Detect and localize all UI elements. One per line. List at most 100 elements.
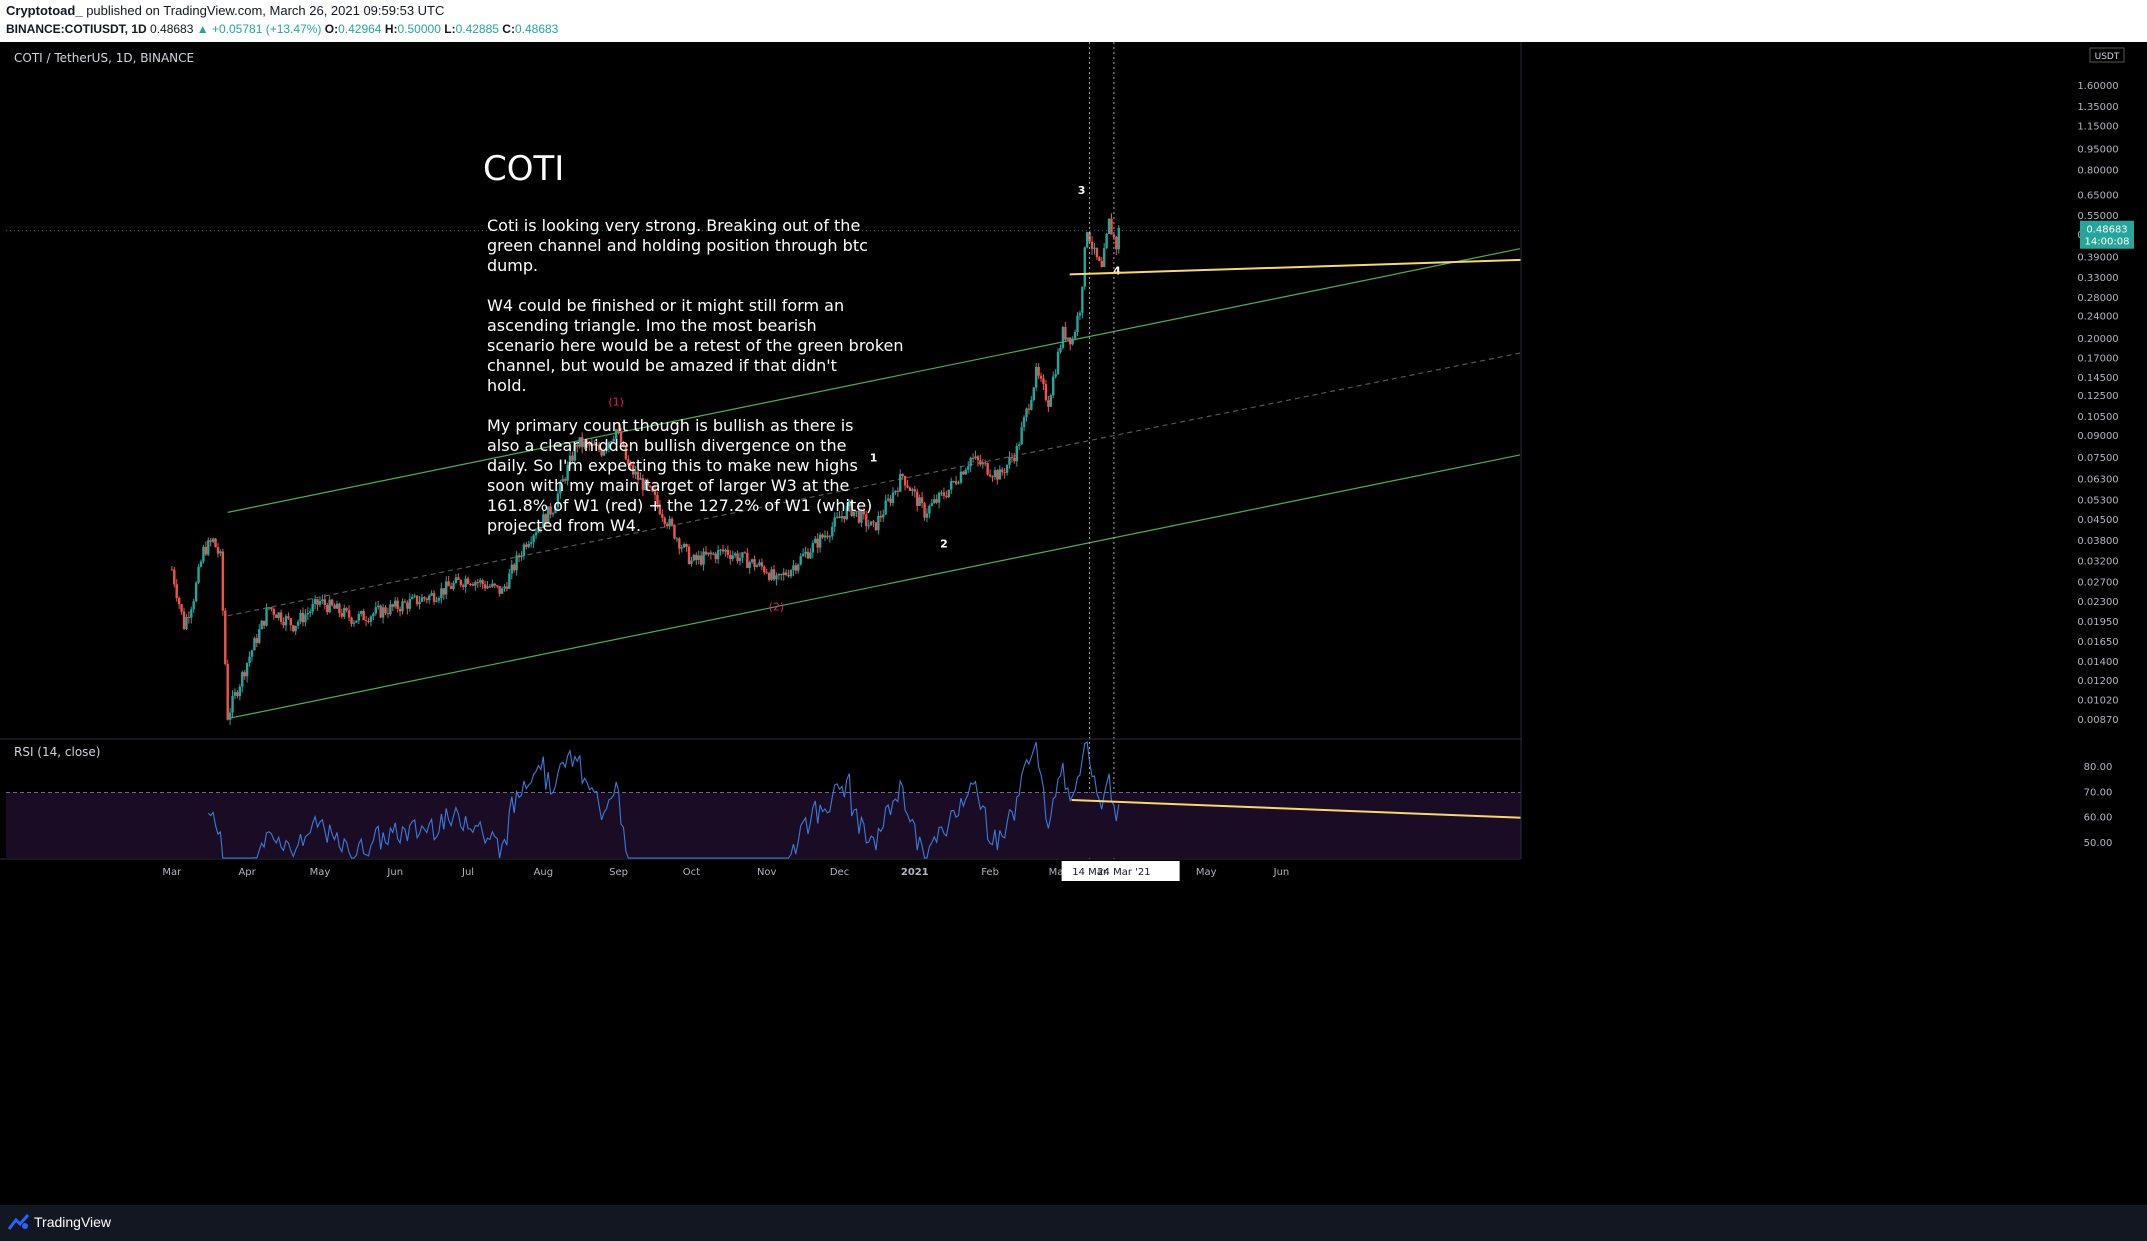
- candle-body[interactable]: [486, 586, 489, 589]
- candle-body[interactable]: [403, 601, 407, 603]
- candle-body[interactable]: [250, 650, 254, 657]
- candle-body[interactable]: [362, 611, 365, 621]
- candle-body[interactable]: [651, 486, 654, 492]
- candle-body[interactable]: [1066, 337, 1069, 340]
- candle-body[interactable]: [418, 601, 421, 605]
- candle-body[interactable]: [306, 612, 310, 615]
- candle-body[interactable]: [741, 552, 744, 558]
- candle-body[interactable]: [593, 443, 596, 446]
- candle-body[interactable]: [279, 612, 283, 622]
- candle-body[interactable]: [1061, 327, 1065, 348]
- candle-body[interactable]: [979, 460, 982, 465]
- candle-body[interactable]: [469, 584, 472, 586]
- candle-body[interactable]: [323, 599, 327, 606]
- candle-body[interactable]: [874, 522, 878, 531]
- candle-body[interactable]: [432, 593, 436, 602]
- candle-body[interactable]: [760, 562, 764, 567]
- candle-body[interactable]: [1044, 383, 1048, 401]
- candle-body[interactable]: [746, 552, 749, 568]
- candle-body[interactable]: [522, 544, 526, 556]
- candle-body[interactable]: [738, 557, 742, 562]
- candle-body[interactable]: [661, 514, 664, 518]
- candle-body[interactable]: [1078, 312, 1082, 316]
- candle-body[interactable]: [806, 551, 810, 559]
- candle-body[interactable]: [231, 695, 234, 713]
- candle-body[interactable]: [350, 617, 353, 624]
- candle-body[interactable]: [377, 605, 380, 608]
- candle-body[interactable]: [413, 595, 416, 597]
- candle-body[interactable]: [1086, 232, 1089, 248]
- candle-body[interactable]: [425, 598, 428, 601]
- candle-body[interactable]: [313, 599, 317, 604]
- candle-body[interactable]: [211, 538, 215, 542]
- candle-body[interactable]: [600, 449, 603, 456]
- candle-body[interactable]: [823, 535, 827, 538]
- candle-body[interactable]: [474, 582, 477, 586]
- candle-body[interactable]: [1112, 234, 1116, 237]
- candle-body[interactable]: [1064, 327, 1067, 340]
- candle-body[interactable]: [704, 551, 708, 555]
- candle-body[interactable]: [527, 543, 530, 547]
- candle-body[interactable]: [789, 570, 793, 577]
- candle-body[interactable]: [367, 620, 370, 622]
- candle-body[interactable]: [641, 478, 645, 491]
- candle-body[interactable]: [233, 692, 237, 696]
- candle-body[interactable]: [585, 441, 589, 443]
- candle-body[interactable]: [629, 464, 632, 466]
- candle-body[interactable]: [743, 552, 747, 554]
- candle-body[interactable]: [690, 560, 693, 564]
- candle-body[interactable]: [712, 553, 715, 555]
- candle-body[interactable]: [605, 448, 608, 451]
- candle-body[interactable]: [180, 604, 183, 612]
- tradingview-logo-icon[interactable]: [8, 1213, 30, 1231]
- candle-body[interactable]: [345, 608, 348, 611]
- candle-body[interactable]: [340, 613, 344, 617]
- candle-body[interactable]: [445, 581, 448, 595]
- candle-body[interactable]: [843, 516, 846, 520]
- time-axis[interactable]: Mar Apr May Jun Jul Aug Sep Oct Nov Dec 2021 Feb Mar…: [0, 858, 2147, 1205]
- candle-body[interactable]: [950, 481, 953, 490]
- candle-body[interactable]: [993, 470, 997, 477]
- candle-body[interactable]: [755, 565, 759, 568]
- candle-body[interactable]: [479, 580, 482, 583]
- candle-body[interactable]: [838, 516, 841, 519]
- candle-body[interactable]: [270, 607, 273, 610]
- candle-body[interactable]: [886, 498, 890, 501]
- candle-body[interactable]: [619, 431, 623, 445]
- candle-body[interactable]: [916, 491, 919, 506]
- candle-body[interactable]: [702, 551, 705, 565]
- candle-body[interactable]: [360, 611, 363, 614]
- candle-body[interactable]: [971, 457, 975, 459]
- candle-body[interactable]: [549, 506, 552, 515]
- candle-body[interactable]: [988, 474, 992, 477]
- candle-body[interactable]: [828, 536, 832, 538]
- candle-body[interactable]: [733, 553, 737, 556]
- candle-body[interactable]: [617, 429, 620, 432]
- candle-body[interactable]: [175, 584, 178, 599]
- candle-body[interactable]: [656, 494, 659, 505]
- candle-body[interactable]: [631, 465, 635, 475]
- candle-body[interactable]: [245, 662, 249, 677]
- candle-body[interactable]: [258, 629, 261, 643]
- candle-body[interactable]: [736, 553, 739, 562]
- candle-body[interactable]: [1093, 247, 1096, 249]
- candle-body[interactable]: [867, 525, 870, 527]
- candle-body[interactable]: [386, 613, 390, 615]
- candle-body[interactable]: [294, 625, 297, 632]
- candle-body[interactable]: [406, 602, 409, 609]
- candle-body[interactable]: [1098, 257, 1101, 261]
- candle-body[interactable]: [903, 476, 907, 486]
- candle-body[interactable]: [957, 482, 960, 484]
- candle-body[interactable]: [925, 513, 929, 518]
- candle-body[interactable]: [544, 514, 547, 524]
- candle-body[interactable]: [389, 604, 392, 615]
- candle-body[interactable]: [573, 445, 577, 461]
- candle-body[interactable]: [440, 588, 443, 599]
- candle-body[interactable]: [653, 491, 657, 495]
- candle-body[interactable]: [862, 511, 866, 515]
- candle-body[interactable]: [879, 515, 883, 518]
- candle-body[interactable]: [374, 607, 378, 614]
- candle-body[interactable]: [534, 532, 538, 536]
- candle-body[interactable]: [814, 538, 817, 544]
- candle-body[interactable]: [330, 599, 334, 606]
